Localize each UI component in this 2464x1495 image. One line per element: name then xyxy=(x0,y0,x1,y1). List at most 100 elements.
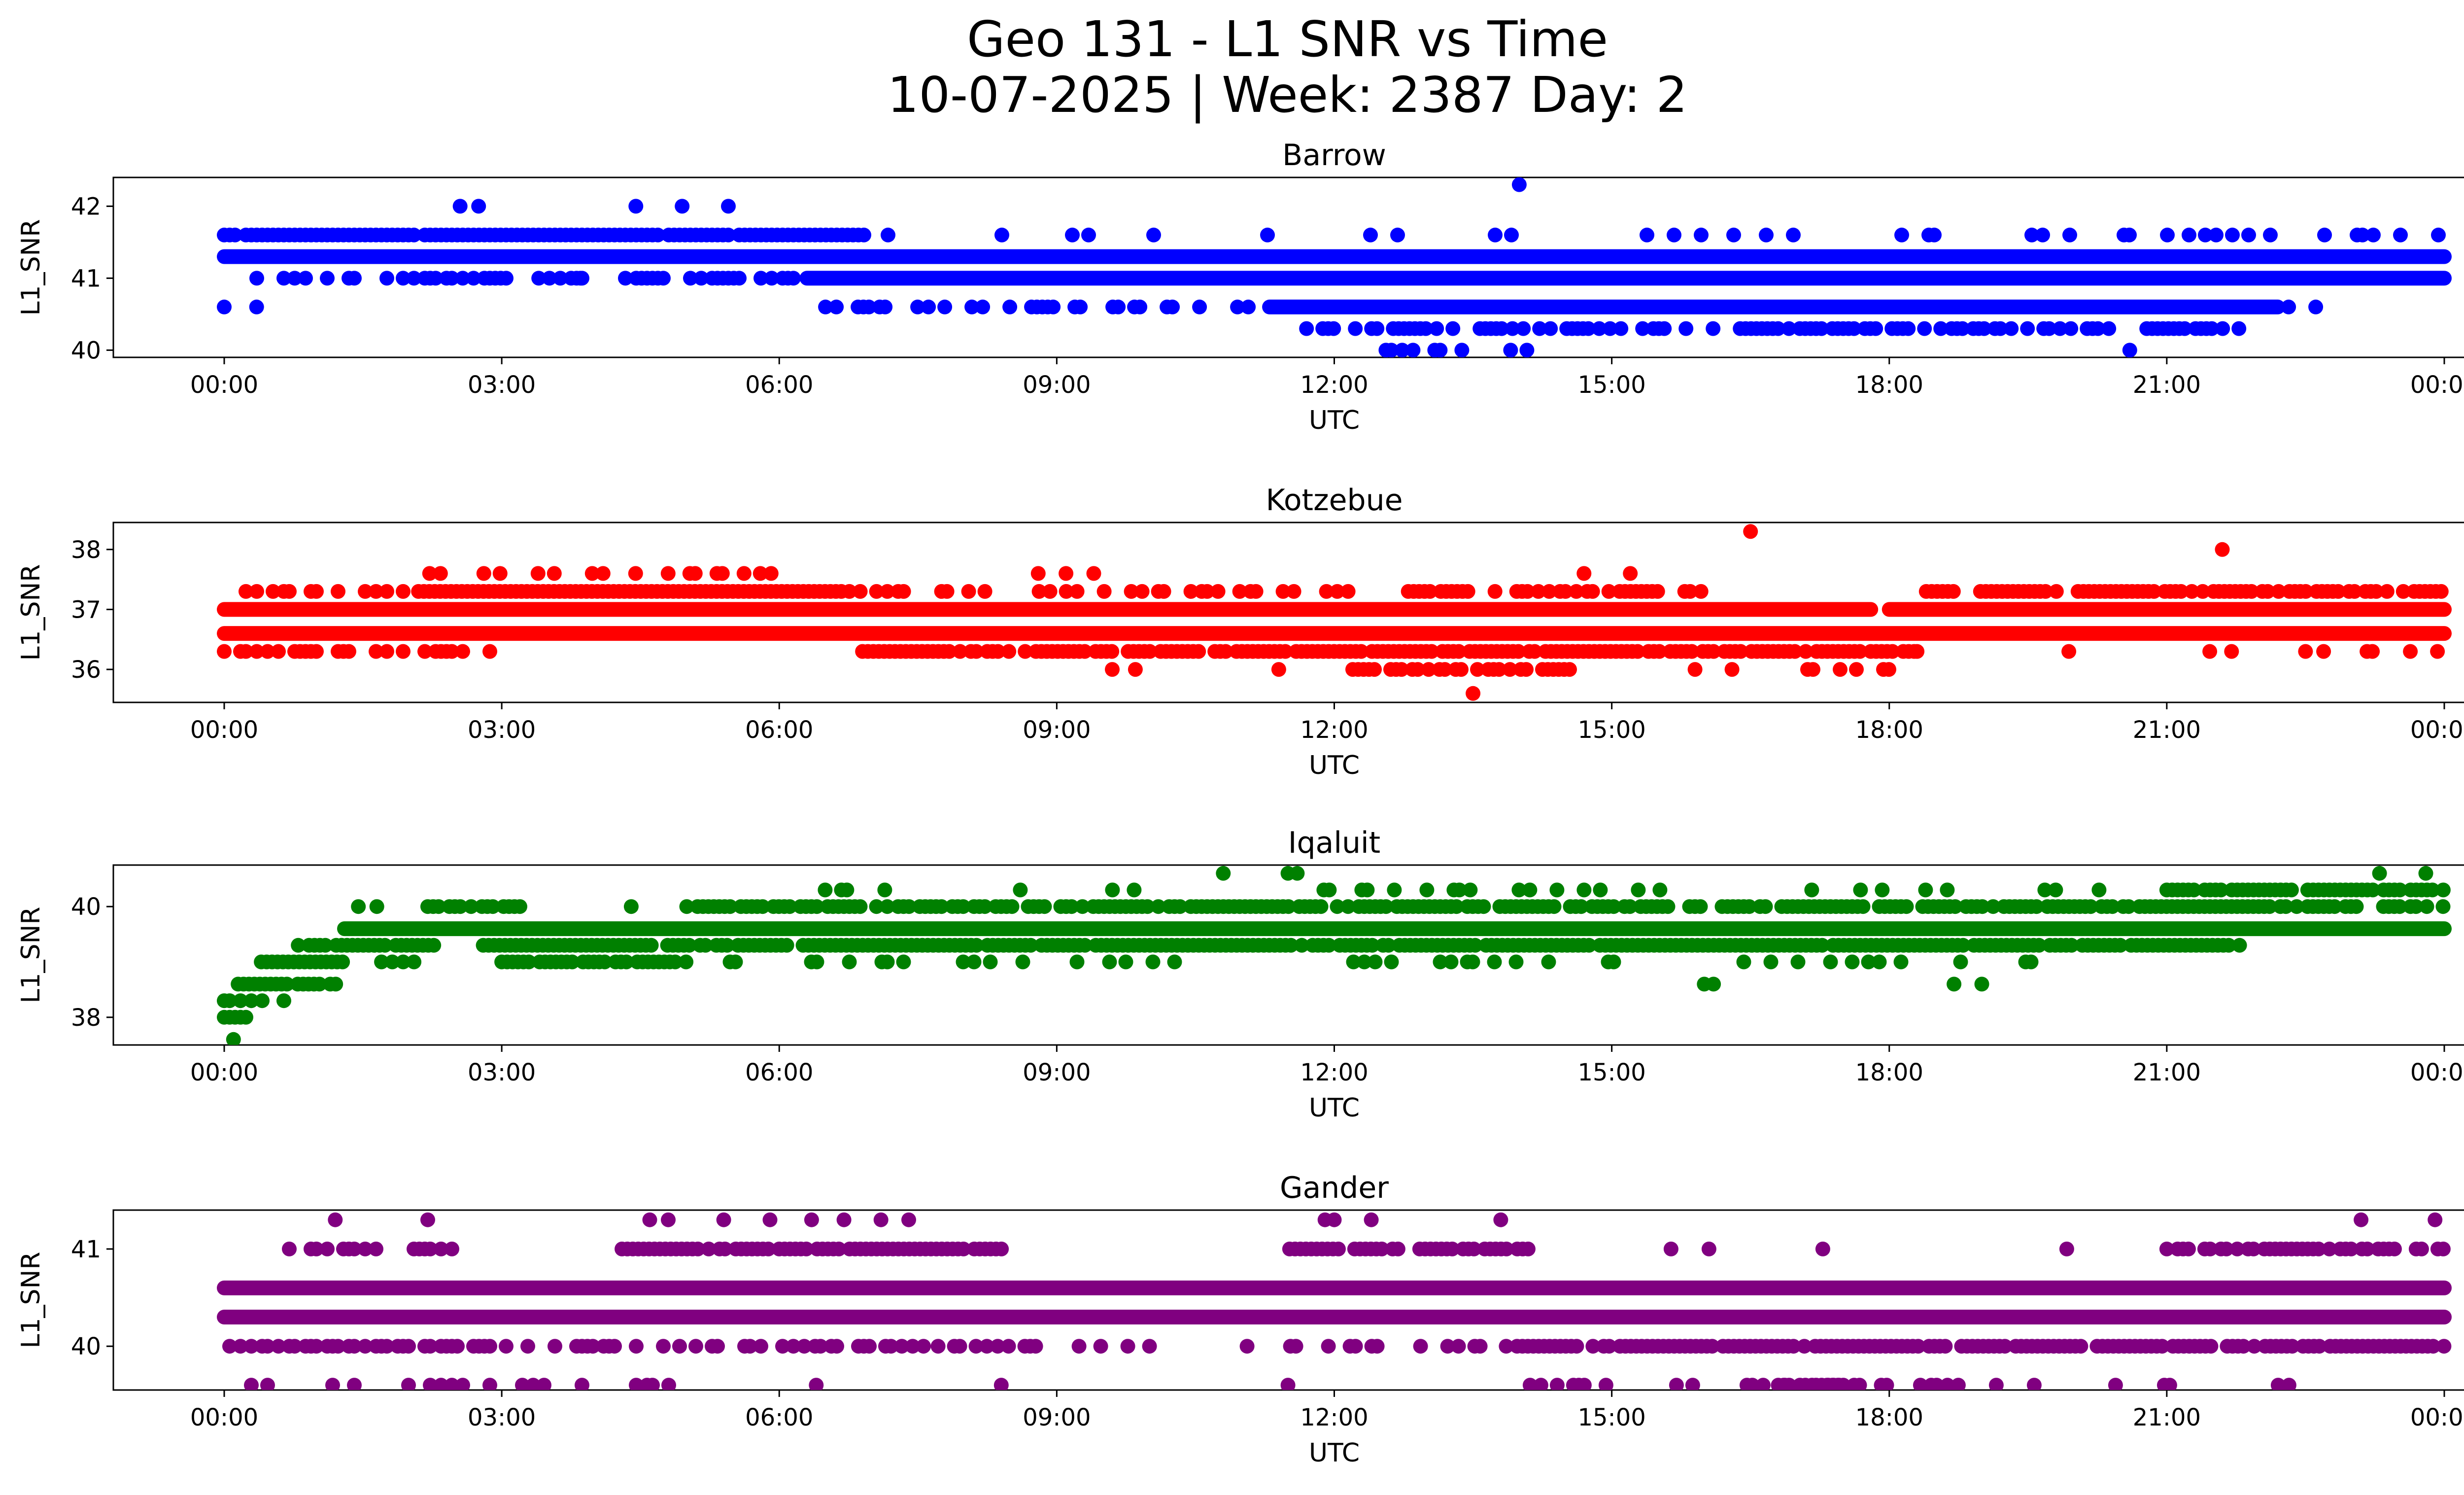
data-point xyxy=(2392,882,2407,898)
data-point xyxy=(482,1339,497,1354)
data-point xyxy=(2221,938,2236,953)
data-point xyxy=(1321,1339,1336,1354)
data-point xyxy=(2426,1339,2441,1354)
data-point xyxy=(721,199,736,214)
x-tick-label: 15:00 xyxy=(1577,1059,1645,1086)
data-point xyxy=(829,299,844,314)
data-point xyxy=(585,1339,600,1354)
data-point xyxy=(1657,321,1672,336)
data-point xyxy=(1470,662,1485,677)
data-point xyxy=(1283,938,1299,953)
data-point xyxy=(1806,662,1820,677)
data-point xyxy=(1576,566,1592,581)
data-point xyxy=(445,644,459,659)
data-point xyxy=(1899,899,1914,914)
data-point xyxy=(2026,1378,2042,1390)
data-point xyxy=(1974,976,1989,992)
data-point xyxy=(753,271,768,286)
data-point xyxy=(2181,1241,2196,1256)
data-point xyxy=(271,644,286,659)
data-point xyxy=(2262,899,2277,914)
data-point xyxy=(1742,899,1757,914)
data-point xyxy=(2271,584,2286,599)
data-point xyxy=(379,271,394,286)
data-point xyxy=(979,1339,994,1354)
y-axis-label: L1_SNR xyxy=(16,1252,46,1348)
data-point xyxy=(244,993,259,1008)
data-point xyxy=(1901,321,1916,336)
data-point xyxy=(1059,584,1074,599)
data-point xyxy=(1988,1378,2004,1390)
data-point xyxy=(309,1241,324,1256)
data-point xyxy=(1075,899,1090,914)
data-point xyxy=(1156,584,1171,599)
data-point xyxy=(2365,644,2380,659)
data-point xyxy=(1845,954,1860,970)
data-point xyxy=(1346,954,1361,970)
data-point xyxy=(2122,343,2137,357)
data-point xyxy=(1503,343,1518,357)
data-point xyxy=(1454,343,1470,357)
data-point xyxy=(1365,938,1380,953)
data-point xyxy=(1663,1241,1678,1256)
data-point xyxy=(842,584,857,599)
data-markers xyxy=(217,866,2452,1045)
data-point xyxy=(426,938,442,953)
data-point xyxy=(1449,899,1464,914)
data-point xyxy=(464,899,479,914)
data-point xyxy=(1872,954,1887,970)
data-point xyxy=(2031,938,2047,953)
data-point xyxy=(1105,882,1120,898)
data-point xyxy=(2037,882,2053,898)
data-point xyxy=(369,584,383,599)
data-point xyxy=(260,1339,275,1354)
data-point xyxy=(842,954,857,970)
data-point xyxy=(1327,1212,1342,1227)
x-axis-label: UTC xyxy=(1309,1093,1360,1123)
data-point xyxy=(956,899,971,914)
data-point xyxy=(2198,227,2213,243)
data-point xyxy=(1598,1378,1613,1390)
data-point xyxy=(1985,899,2001,914)
data-point xyxy=(553,271,568,286)
data-point xyxy=(880,954,895,970)
x-tick-label: 09:00 xyxy=(1023,1404,1091,1431)
data-point xyxy=(856,227,871,243)
data-point xyxy=(1387,882,1402,898)
data-point xyxy=(2020,321,2035,336)
data-point xyxy=(347,1378,362,1390)
data-point xyxy=(775,1339,790,1354)
data-point xyxy=(1340,584,1356,599)
data-point xyxy=(1294,938,1309,953)
data-point xyxy=(1424,644,1439,659)
data-point xyxy=(1132,299,1148,314)
data-point xyxy=(1030,566,1046,581)
data-point xyxy=(255,993,270,1008)
data-point xyxy=(2083,899,2098,914)
data-point xyxy=(1363,227,1378,243)
data-point xyxy=(1418,321,1434,336)
data-point xyxy=(952,1339,967,1354)
data-point xyxy=(1230,299,1245,314)
data-point xyxy=(1693,584,1709,599)
data-point xyxy=(1861,954,1876,970)
data-point xyxy=(618,271,633,286)
data-point xyxy=(1569,1339,1584,1354)
data-point xyxy=(2298,644,2313,659)
data-point xyxy=(694,271,709,286)
data-point xyxy=(2379,584,2395,599)
data-point xyxy=(1853,882,1868,898)
data-point xyxy=(249,584,264,599)
data-point xyxy=(1917,321,1932,336)
y-axis-label: L1_SNR xyxy=(16,906,46,1003)
data-point xyxy=(1948,899,1963,914)
data-point xyxy=(1868,321,1883,336)
data-point xyxy=(1369,321,1385,336)
data-point xyxy=(1576,882,1592,898)
data-point xyxy=(358,1241,373,1256)
data-point xyxy=(1613,321,1629,336)
data-point xyxy=(977,899,992,914)
data-point xyxy=(1127,882,1142,898)
data-point xyxy=(1685,1378,1700,1390)
data-point xyxy=(660,566,676,581)
